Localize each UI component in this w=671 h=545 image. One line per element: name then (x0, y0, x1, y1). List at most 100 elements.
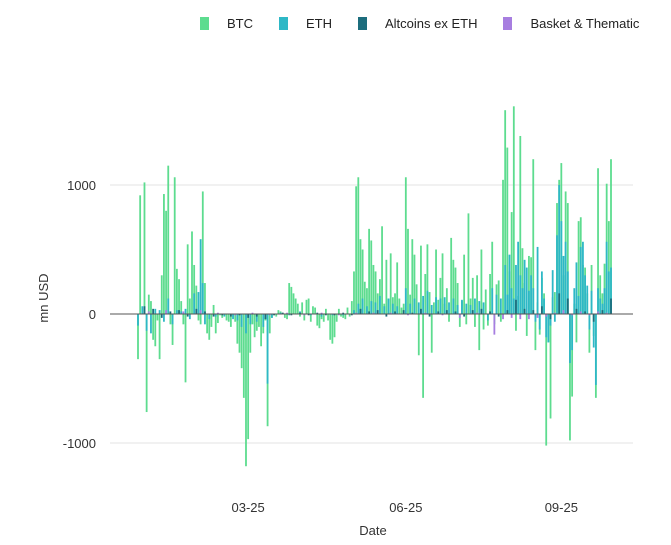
bar-basket-thematic (553, 312, 556, 314)
bar-basket-thematic (510, 314, 513, 318)
bar-altcoins-ex-eth (402, 310, 405, 314)
bar-btc (445, 288, 448, 314)
bar-altcoins-ex-eth (143, 306, 146, 314)
bar-btc (368, 228, 370, 314)
bar-basket-thematic (268, 314, 271, 316)
bar-eth (610, 267, 612, 314)
bar-altcoins-ex-eth (601, 310, 604, 314)
y-tick-label: 0 (89, 307, 96, 322)
bar-eth (551, 270, 554, 314)
bar-btc (201, 191, 204, 314)
bar-btc (361, 249, 364, 314)
legend-item-altcoins[interactable]: Altcoins ex ETH (358, 16, 477, 31)
bar-eth (532, 288, 535, 314)
bar-eth (491, 288, 494, 314)
bar-eth (579, 246, 582, 314)
bar-btc (322, 314, 325, 322)
bar-btc (407, 228, 409, 314)
legend-swatch-btc (200, 17, 209, 30)
bar-btc (607, 221, 610, 314)
bar-basket-thematic (407, 314, 409, 316)
bar-btc (245, 314, 247, 467)
bar-altcoins-ex-eth (160, 314, 163, 318)
bar-btc (515, 314, 517, 331)
legend-item-btc[interactable]: BTC (200, 16, 253, 31)
bar-btc (420, 245, 422, 314)
bar-btc (474, 314, 476, 327)
bar-btc (348, 314, 351, 317)
bars (137, 106, 612, 467)
bar-btc (167, 165, 170, 314)
bar-eth (137, 314, 139, 326)
bar-btc (333, 314, 336, 338)
bar-btc (534, 314, 537, 351)
bar-btc (180, 301, 183, 314)
bar-basket-thematic (458, 314, 461, 318)
legend-label-btc: BTC (227, 16, 253, 31)
legend-label-basket: Basket & Thematic (530, 16, 640, 31)
bar-eth (430, 304, 433, 314)
bar-eth (262, 314, 265, 327)
bar-altcoins-ex-eth (480, 308, 483, 314)
bar-eth (232, 314, 234, 320)
bar-eth (171, 314, 174, 325)
bar-btc (212, 304, 215, 314)
bar-btc (454, 267, 457, 314)
bar-btc (236, 314, 239, 344)
bar-eth (288, 314, 291, 316)
bar-altcoins-ex-eth (169, 311, 172, 314)
legend-swatch-eth (279, 17, 288, 30)
bar-btc (188, 298, 191, 314)
bar-btc (366, 288, 368, 314)
bar-altcoins-ex-eth (299, 312, 301, 314)
legend-item-eth[interactable]: ETH (279, 16, 332, 31)
bar-btc (165, 210, 167, 314)
bar-btc (283, 314, 286, 318)
bar-btc (411, 239, 414, 314)
legend-item-basket[interactable]: Basket & Thematic (503, 16, 639, 31)
bar-altcoins-ex-eth (515, 299, 517, 314)
bar-btc (456, 283, 459, 314)
bar-eth (422, 295, 424, 314)
bar-eth (530, 275, 532, 314)
bar-btc (463, 254, 466, 314)
bar-altcoins-ex-eth (428, 314, 431, 317)
bar-btc (175, 268, 178, 314)
bar-eth (590, 290, 593, 314)
bar-btc (553, 292, 556, 314)
bar-eth (366, 306, 368, 314)
bar-altcoins-ex-eth (325, 314, 327, 316)
bar-altcoins-ex-eth (247, 314, 250, 318)
bar-altcoins-ex-eth (523, 308, 526, 314)
bar-eth (607, 271, 610, 314)
bar-btc (325, 308, 327, 314)
bar-eth (163, 314, 165, 322)
bar-eth (556, 235, 558, 314)
bar-eth (564, 241, 567, 314)
bar-basket-thematic (502, 314, 504, 320)
bar-btc (363, 281, 366, 314)
bar-altcoins-ex-eth (592, 314, 595, 322)
bar-btc (312, 306, 314, 314)
bar-btc (497, 280, 500, 314)
bar-altcoins-ex-eth (359, 308, 362, 314)
bar-btc (173, 177, 176, 314)
bar-eth (605, 241, 608, 314)
bar-eth (456, 304, 459, 314)
bar-eth (452, 298, 455, 314)
bar-altcoins-ex-eth (549, 314, 552, 320)
bar-eth (588, 314, 591, 330)
bar-eth (435, 297, 437, 314)
bar-btc (499, 314, 502, 322)
bar-altcoins-ex-eth (342, 312, 345, 314)
bar-eth (391, 303, 394, 314)
bar-eth (204, 314, 206, 325)
bar-btc (342, 314, 345, 318)
bar-basket-thematic (337, 314, 340, 316)
bar-btc (191, 231, 193, 314)
bar-btc (217, 314, 219, 324)
bar-altcoins-ex-eth (376, 310, 379, 314)
bar-btc (145, 314, 148, 413)
bar-eth (571, 314, 574, 351)
bar-btc (372, 264, 375, 314)
